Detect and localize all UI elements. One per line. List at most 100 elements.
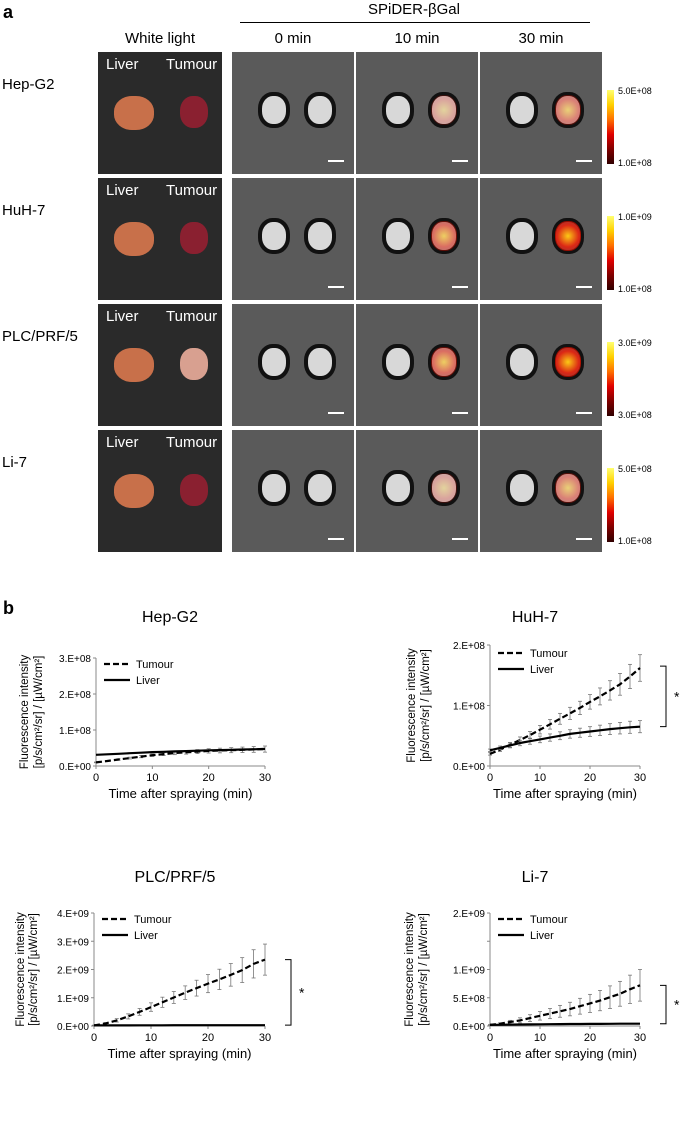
x-axis-label: Time after spraying (min)	[108, 1046, 252, 1061]
legend-label: Liver	[136, 675, 160, 687]
y-tick-label: 2.E+08	[453, 641, 485, 652]
tumour-tissue	[180, 348, 208, 380]
liver-signal	[258, 92, 290, 128]
tumour-tissue	[180, 474, 208, 506]
white-light-photo-3: Liver Tumour	[98, 430, 222, 552]
liver-signal	[258, 218, 290, 254]
series-line-tumour	[489, 667, 641, 755]
tumour-signal	[428, 344, 460, 380]
organ-label-liver: Liver	[106, 308, 139, 325]
scale-bar	[576, 160, 592, 162]
x-tick-label: 0	[91, 1032, 97, 1044]
y-tick-label: 0.E+00	[57, 1022, 89, 1033]
y-tick-label: 5.E+08	[453, 994, 485, 1005]
y-axis-label-line2: [p/s/cm²/sr] / [µW/cm²]	[28, 913, 40, 1026]
x-tick-label: 0	[93, 772, 99, 784]
legend-label: Liver	[530, 930, 554, 942]
row-label-0: Hep-G2	[2, 76, 55, 93]
tumour-signal	[428, 92, 460, 128]
colorbar-3	[607, 468, 614, 542]
x-axis-label: Time after spraying (min)	[109, 786, 253, 801]
y-tick-label: 1.E+08	[59, 726, 91, 737]
y-axis-label-line2: [p/s/cm²/sr] / [µW/cm²]	[418, 913, 430, 1026]
liver-tissue	[114, 474, 154, 508]
fluorescence-image-0-1	[232, 52, 354, 174]
tumour-signal	[552, 218, 584, 254]
colorbar-1	[607, 216, 614, 290]
x-axis-label: Time after spraying (min)	[493, 1046, 637, 1061]
x-tick-label: 30	[634, 1032, 646, 1044]
y-tick-label: 0.E+00	[59, 762, 91, 773]
series-line-liver	[95, 747, 266, 756]
scale-bar	[328, 160, 344, 162]
white-light-photo-0: Liver Tumour	[98, 52, 222, 174]
y-tick-label: 3.E+08	[59, 654, 91, 665]
y-tick-label: 0.E+00	[453, 1022, 485, 1033]
fluorescence-image-3-2	[356, 430, 478, 552]
liver-signal	[506, 470, 538, 506]
fluorescence-image-0-2	[356, 52, 478, 174]
y-axis-label-line1: Fluorescence intensity	[404, 912, 416, 1027]
legend-label: Liver	[134, 930, 158, 942]
fluorescence-image-2-3	[480, 304, 602, 426]
y-tick-label: 1.E+08	[453, 702, 485, 713]
y-axis-label-line1: Fluorescence intensity	[15, 912, 27, 1027]
scale-bar	[452, 286, 468, 288]
tumour-signal	[552, 344, 584, 380]
panel-a-letter: a	[3, 2, 14, 22]
colorbar-max-label: 3.0E+09	[618, 338, 652, 348]
col-header-0min: 0 min	[274, 30, 312, 47]
fluorescence-image-3-3	[480, 430, 602, 552]
y-tick-label: 1.E+09	[453, 966, 485, 977]
liver-signal	[382, 92, 414, 128]
colorbar-min-label: 1.0E+08	[618, 158, 652, 168]
liver-signal	[506, 92, 538, 128]
x-tick-label: 10	[145, 1032, 157, 1044]
liver-tissue	[114, 348, 154, 382]
x-tick-label: 20	[584, 772, 596, 784]
organ-label-tumour: Tumour	[166, 56, 218, 73]
organ-label-tumour: Tumour	[166, 182, 218, 199]
significance-star: *	[299, 984, 305, 1000]
colorbar-2	[607, 342, 614, 416]
legend-label: Tumour	[530, 648, 568, 660]
probe-underline	[240, 22, 590, 23]
col-header-white-light: White light	[124, 30, 196, 47]
organ-label-liver: Liver	[106, 56, 139, 73]
fluorescence-image-2-1	[232, 304, 354, 426]
tumour-tissue	[180, 222, 208, 254]
series-line-liver	[489, 1022, 640, 1026]
row-label-3: Li-7	[2, 454, 28, 471]
legend-label: Tumour	[134, 914, 172, 926]
tumour-signal	[428, 470, 460, 506]
significance-star: *	[674, 997, 680, 1013]
significance-bracket	[660, 665, 667, 728]
liver-signal	[506, 218, 538, 254]
y-tick-label: 2.E+09	[57, 966, 89, 977]
colorbar-max-label: 5.0E+08	[618, 86, 652, 96]
col-header-30min: 30 min	[518, 30, 564, 47]
scale-bar	[328, 286, 344, 288]
x-tick-label: 10	[534, 772, 546, 784]
liver-signal	[258, 344, 290, 380]
series-line-tumour	[93, 958, 266, 1027]
colorbar-min-label: 1.0E+08	[618, 536, 652, 546]
x-tick-label: 20	[584, 1032, 596, 1044]
tumour-signal	[304, 470, 336, 506]
x-tick-label: 0	[487, 772, 493, 784]
row-label-1: HuH-7	[2, 202, 46, 219]
chart-title: PLC/PRF/5	[135, 869, 216, 886]
liver-signal	[382, 218, 414, 254]
series-line-tumour	[489, 984, 641, 1026]
scale-bar	[576, 412, 592, 414]
y-axis-label-line2: [p/s/cm²/sr] / [µW/cm²]	[420, 649, 432, 762]
probe-label: SPiDER-βGal	[368, 1, 460, 18]
liver-tissue	[114, 96, 154, 130]
liver-signal	[382, 344, 414, 380]
x-tick-label: 30	[259, 772, 271, 784]
significance-bracket	[285, 959, 292, 1026]
fluorescence-image-1-2	[356, 178, 478, 300]
significance-star: *	[674, 688, 680, 704]
panel-b-letter: b	[3, 598, 14, 618]
chart-title: HuH-7	[512, 609, 558, 626]
